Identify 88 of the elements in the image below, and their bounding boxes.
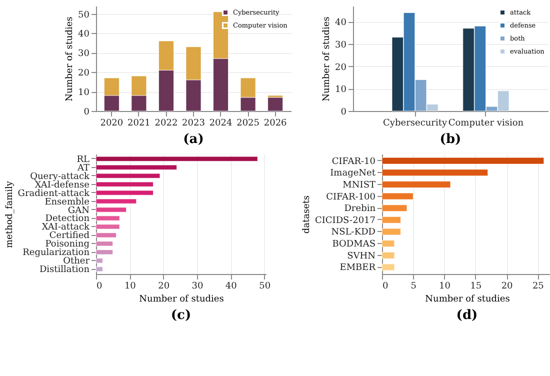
y-tick-label: CIFAR-10 — [332, 156, 376, 167]
x-tick-label: 25 — [532, 282, 544, 292]
y-tick-label: Gradient-attack — [18, 188, 90, 199]
x-tick-label: 2023 — [182, 118, 206, 128]
y-tick-label: Distillation — [39, 265, 90, 276]
y-tick-label: 20 — [78, 68, 90, 79]
y-tick-label: 30 — [335, 40, 347, 50]
y-tick-label: MNIST — [342, 180, 376, 190]
x-tick-label: 50 — [259, 282, 271, 292]
x-tick-label: Cybersecurity — [383, 118, 448, 128]
y-tick-label: SVHN — [347, 251, 376, 262]
x-tick-label: Computer vision — [448, 118, 524, 128]
bar — [96, 173, 160, 178]
y-tick-label: 50 — [78, 10, 90, 20]
x-tick-label: 20 — [158, 282, 170, 292]
x-tick-label: 2022 — [154, 118, 178, 128]
text: (c) — [170, 308, 192, 323]
x-tick-label: 20 — [501, 282, 514, 292]
text: (b) — [440, 132, 462, 147]
y-tick-label: XAI-defense — [34, 180, 90, 190]
bar — [382, 192, 414, 200]
y-tick-label: 10 — [335, 85, 347, 96]
y-tick-label: EMBER — [340, 263, 376, 274]
y-tick-label: 10 — [78, 88, 90, 98]
y-axis-title: Number of studies — [322, 16, 332, 102]
bar — [382, 240, 395, 248]
y-tick-label: Ensemble — [44, 197, 90, 208]
x-axis-title: Number of studies — [425, 294, 510, 304]
text: (a) — [183, 132, 204, 147]
bar — [96, 198, 137, 204]
x-tick-label: 15 — [470, 282, 482, 292]
y-tick-label: 40 — [78, 30, 90, 40]
bar — [382, 228, 401, 236]
x-tick-label: 5 — [410, 282, 417, 292]
x-axis-title: Number of studies — [139, 294, 224, 304]
y-tick-label: 20 — [335, 62, 347, 73]
y-tick-label: 0 — [84, 108, 90, 118]
x-tick-label: 2024 — [209, 118, 232, 128]
bar — [96, 258, 103, 264]
x-tick-label: 10 — [439, 282, 451, 292]
bar — [96, 182, 154, 187]
y-tick-label: Query-attack — [30, 172, 90, 182]
y-tick-label: 30 — [78, 49, 90, 60]
bar — [382, 180, 451, 188]
x-tick-label: 2025 — [236, 118, 260, 128]
y-tick-label: NSL-KDD — [331, 228, 376, 238]
bar — [96, 241, 114, 246]
y-axis-title: datasets — [302, 194, 312, 234]
bar — [96, 266, 103, 272]
bar — [96, 232, 116, 238]
text: (d) — [456, 308, 478, 323]
y-tick-label: 40 — [335, 18, 347, 28]
bar — [382, 252, 395, 259]
y-tick-label: AT — [76, 163, 90, 174]
x-tick-label: 2021 — [128, 118, 150, 128]
bar — [382, 264, 395, 271]
bar — [382, 169, 488, 176]
y-tick-label: GAN — [68, 206, 90, 216]
y-tick-label: CIFAR-100 — [326, 192, 376, 202]
y-tick-label: Regularization — [22, 248, 90, 258]
bar — [96, 224, 120, 230]
bar — [382, 157, 544, 164]
x-tick-label: 2020 — [100, 118, 124, 128]
bar — [268, 97, 284, 112]
x-tick-label: 2026 — [264, 118, 288, 128]
y-tick-label: ImageNet — [330, 168, 376, 179]
y-axis-title: method_family — [4, 180, 15, 248]
y-tick-label: BODMAS — [332, 240, 376, 250]
y-tick-label: Poisoning — [45, 240, 90, 250]
x-tick-label: 0 — [382, 282, 388, 292]
bar — [96, 207, 126, 212]
bar — [96, 250, 114, 255]
y-axis-title: Number of studies — [65, 16, 76, 102]
bar — [96, 156, 258, 162]
bar — [96, 164, 177, 170]
bar — [96, 216, 120, 221]
x-tick-label: 30 — [192, 282, 204, 292]
y-tick-label: Certified — [49, 231, 90, 242]
x-tick-label: 10 — [124, 282, 136, 292]
y-tick-label: RL — [76, 154, 90, 165]
x-tick-label: 0 — [96, 282, 102, 292]
y-tick-label: CICIDS-2017 — [314, 216, 376, 226]
bar — [382, 204, 408, 212]
y-tick-label: Drebin — [344, 204, 376, 214]
bar — [96, 190, 154, 196]
y-tick-label: 0 — [340, 108, 347, 118]
x-tick-label: 40 — [225, 282, 238, 292]
bar — [382, 216, 401, 224]
